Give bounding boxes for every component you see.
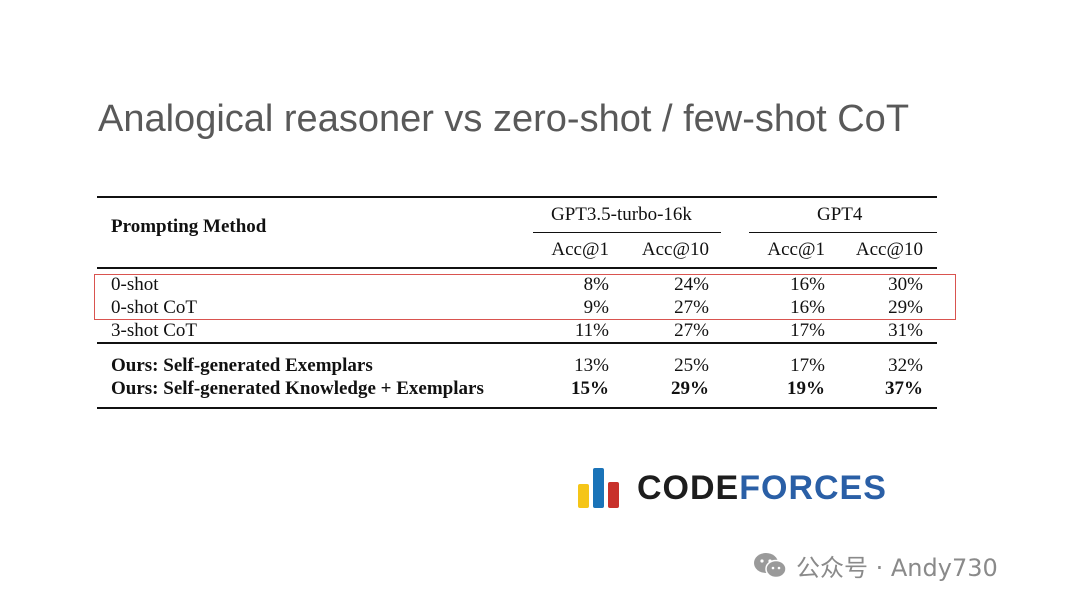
- results-table: Prompting Method GPT3.5-turbo-16k GPT4 A…: [97, 196, 937, 411]
- row-method: 0-shot CoT: [111, 297, 198, 318]
- col-header-gpt4-acc1: Acc@1: [767, 239, 825, 260]
- row-value: 16%: [790, 297, 825, 318]
- row-value: 9%: [583, 297, 609, 318]
- row-value: 11%: [574, 320, 609, 341]
- col-header-gpt4-acc10: Acc@10: [855, 239, 923, 260]
- row-value: 30%: [888, 274, 923, 295]
- group-rule-gpt35: [533, 232, 721, 233]
- row-value: 32%: [888, 355, 923, 376]
- header-bottom-rule: [97, 267, 937, 269]
- logo-text-forces: FORCES: [739, 468, 887, 507]
- codeforces-logo: CODEFORCES: [578, 466, 887, 510]
- wechat-icon: [754, 552, 787, 578]
- slide-title: Analogical reasoner vs zero-shot / few-s…: [98, 98, 910, 140]
- group-header-gpt35: GPT3.5-turbo-16k: [551, 204, 692, 225]
- row-value: 8%: [583, 274, 609, 295]
- row-value: 19%: [787, 378, 825, 399]
- row-value: 15%: [571, 378, 609, 399]
- row-value: 25%: [674, 355, 709, 376]
- logo-wordmark: CODEFORCES: [637, 469, 887, 508]
- row-method: Ours: Self-generated Knowledge + Exempla…: [111, 378, 484, 399]
- row-value: 29%: [671, 378, 709, 399]
- table-top-rule: [97, 196, 937, 198]
- row-value: 16%: [790, 274, 825, 295]
- row-value: 24%: [674, 274, 709, 295]
- ours-separator-rule: [97, 342, 937, 344]
- row-value: 17%: [790, 355, 825, 376]
- logo-bars-icon: [578, 468, 623, 508]
- row-value: 29%: [888, 297, 923, 318]
- logo-text-code: CODE: [637, 468, 740, 507]
- row-method: 3-shot CoT: [111, 320, 198, 341]
- row-value: 37%: [885, 378, 923, 399]
- row-value: 13%: [574, 355, 609, 376]
- highlight-box: [94, 274, 956, 320]
- table-bottom-rule: [97, 407, 937, 409]
- header-prompting-method: Prompting Method: [111, 216, 267, 237]
- group-header-gpt4: GPT4: [817, 204, 863, 225]
- col-header-gpt35-acc1: Acc@1: [551, 239, 609, 260]
- row-method: 0-shot: [111, 274, 159, 295]
- watermark: 公众号 · Andy730: [752, 548, 998, 583]
- group-rule-gpt4: [749, 232, 937, 233]
- watermark-text: 公众号 · Andy730: [796, 554, 998, 582]
- row-method: Ours: Self-generated Exemplars: [111, 355, 373, 376]
- row-value: 27%: [674, 297, 709, 318]
- row-value: 27%: [674, 320, 709, 341]
- row-value: 31%: [888, 320, 923, 341]
- row-value: 17%: [790, 320, 825, 341]
- col-header-gpt35-acc10: Acc@10: [641, 239, 709, 260]
